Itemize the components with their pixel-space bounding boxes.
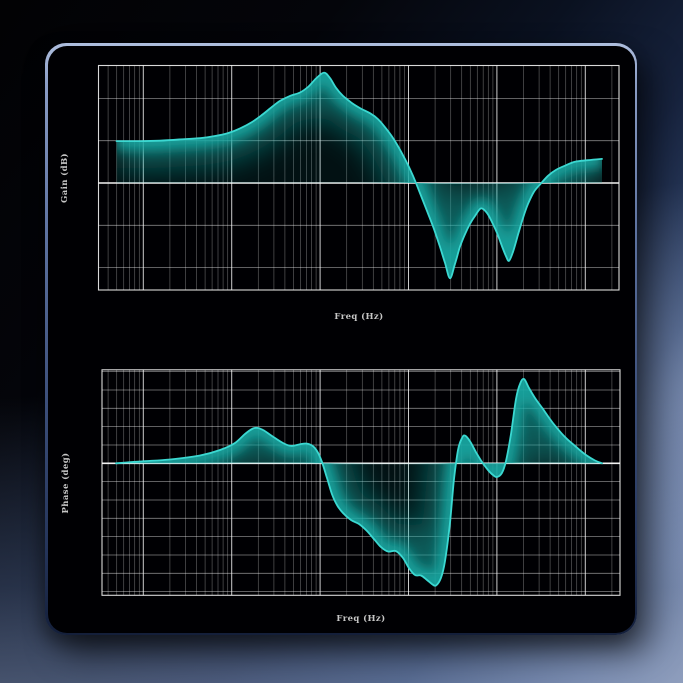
- gain-axis-xlabel: Freq (Hz): [334, 312, 384, 322]
- phase-plot-frame: [101, 369, 621, 596]
- gain-curve: [115, 71, 603, 280]
- gain-area-fill: [116, 72, 602, 279]
- phase-axis-xlabel: Freq (Hz): [336, 614, 386, 624]
- phase-curve: [115, 377, 603, 587]
- phase-chart: [101, 369, 621, 596]
- gain-axis-ylabel: Gain (dB): [60, 153, 70, 203]
- gain-plot-frame: [97, 64, 620, 291]
- gain-chart: [97, 64, 620, 291]
- phase-axis-ylabel: Phase (deg): [61, 452, 71, 514]
